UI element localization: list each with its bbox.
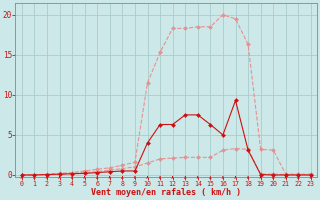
X-axis label: Vent moyen/en rafales ( km/h ): Vent moyen/en rafales ( km/h ) [92,188,241,197]
